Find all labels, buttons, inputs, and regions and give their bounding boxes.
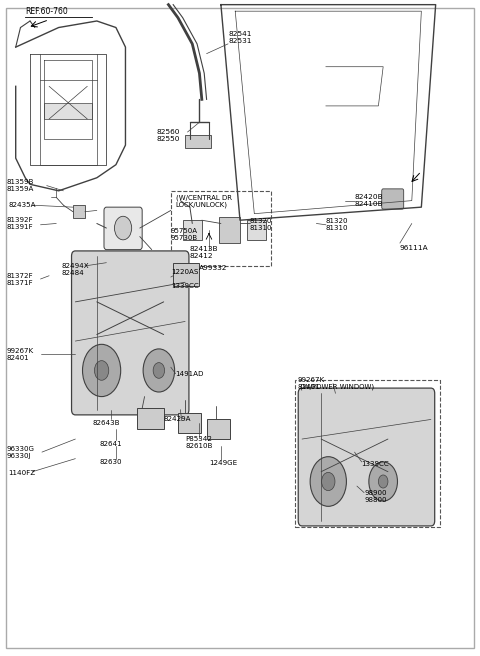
Bar	[218, 217, 240, 243]
Circle shape	[83, 344, 120, 397]
Text: 81359B
81359A: 81359B 81359A	[6, 179, 34, 192]
Text: 99267K
82401: 99267K 82401	[6, 348, 34, 361]
Bar	[171, 191, 271, 266]
Text: 81372F
81371F: 81372F 81371F	[6, 272, 33, 285]
Text: A99332: A99332	[199, 265, 228, 271]
Circle shape	[115, 216, 132, 240]
Text: 1339CC: 1339CC	[362, 461, 389, 467]
Text: 82643B: 82643B	[92, 420, 120, 426]
Text: 82435A: 82435A	[9, 202, 36, 208]
Bar	[206, 419, 229, 439]
Bar	[173, 262, 199, 285]
Text: 82420B
82410B: 82420B 82410B	[355, 194, 383, 207]
Text: 82429A: 82429A	[164, 417, 191, 422]
Circle shape	[153, 363, 165, 379]
FancyBboxPatch shape	[382, 189, 404, 209]
FancyBboxPatch shape	[72, 251, 189, 415]
Circle shape	[95, 361, 109, 380]
Text: 82494X
82484: 82494X 82484	[61, 262, 89, 276]
Text: 82641: 82641	[99, 441, 122, 447]
Text: P85342
82610B: P85342 82610B	[185, 436, 213, 449]
FancyBboxPatch shape	[298, 388, 435, 526]
Text: 96111A: 96111A	[400, 245, 429, 251]
Text: 1220AS: 1220AS	[171, 270, 198, 276]
Circle shape	[310, 457, 347, 506]
Text: 82560
82550: 82560 82550	[156, 129, 180, 142]
Text: 82413B
82412: 82413B 82412	[190, 247, 218, 259]
FancyBboxPatch shape	[104, 207, 142, 250]
Text: 1249GE: 1249GE	[209, 461, 237, 466]
Text: 82630: 82630	[99, 459, 122, 465]
Circle shape	[143, 349, 175, 392]
Bar	[44, 102, 92, 119]
Text: 1140FZ: 1140FZ	[9, 470, 36, 476]
Text: 1339CC: 1339CC	[171, 283, 199, 289]
Bar	[178, 413, 201, 432]
Bar	[247, 220, 266, 240]
Text: 82541
82531: 82541 82531	[228, 31, 252, 44]
Text: REF.60-760: REF.60-760	[25, 7, 68, 16]
Text: 99267K
82401: 99267K 82401	[297, 377, 324, 390]
Bar	[183, 220, 202, 240]
Circle shape	[369, 462, 397, 501]
Bar	[137, 408, 164, 429]
Text: (W/CENTRAL DR
LOCK/UNLOCK): (W/CENTRAL DR LOCK/UNLOCK)	[176, 194, 231, 208]
Circle shape	[378, 475, 388, 488]
Text: 1491AD: 1491AD	[176, 371, 204, 377]
Text: (W/POWER WINDOW): (W/POWER WINDOW)	[300, 384, 374, 390]
Text: 81320
81310: 81320 81310	[250, 218, 272, 232]
Text: 81392F
81391F: 81392F 81391F	[6, 217, 33, 230]
Text: 98900
98800: 98900 98800	[364, 490, 386, 503]
Text: 95750A
95730B: 95750A 95730B	[171, 228, 198, 241]
Bar	[185, 135, 211, 148]
Bar	[73, 205, 85, 218]
Bar	[295, 380, 441, 527]
Circle shape	[322, 472, 335, 491]
Text: 81320
81310: 81320 81310	[326, 218, 348, 232]
Text: 96330G
96330J: 96330G 96330J	[6, 445, 34, 459]
